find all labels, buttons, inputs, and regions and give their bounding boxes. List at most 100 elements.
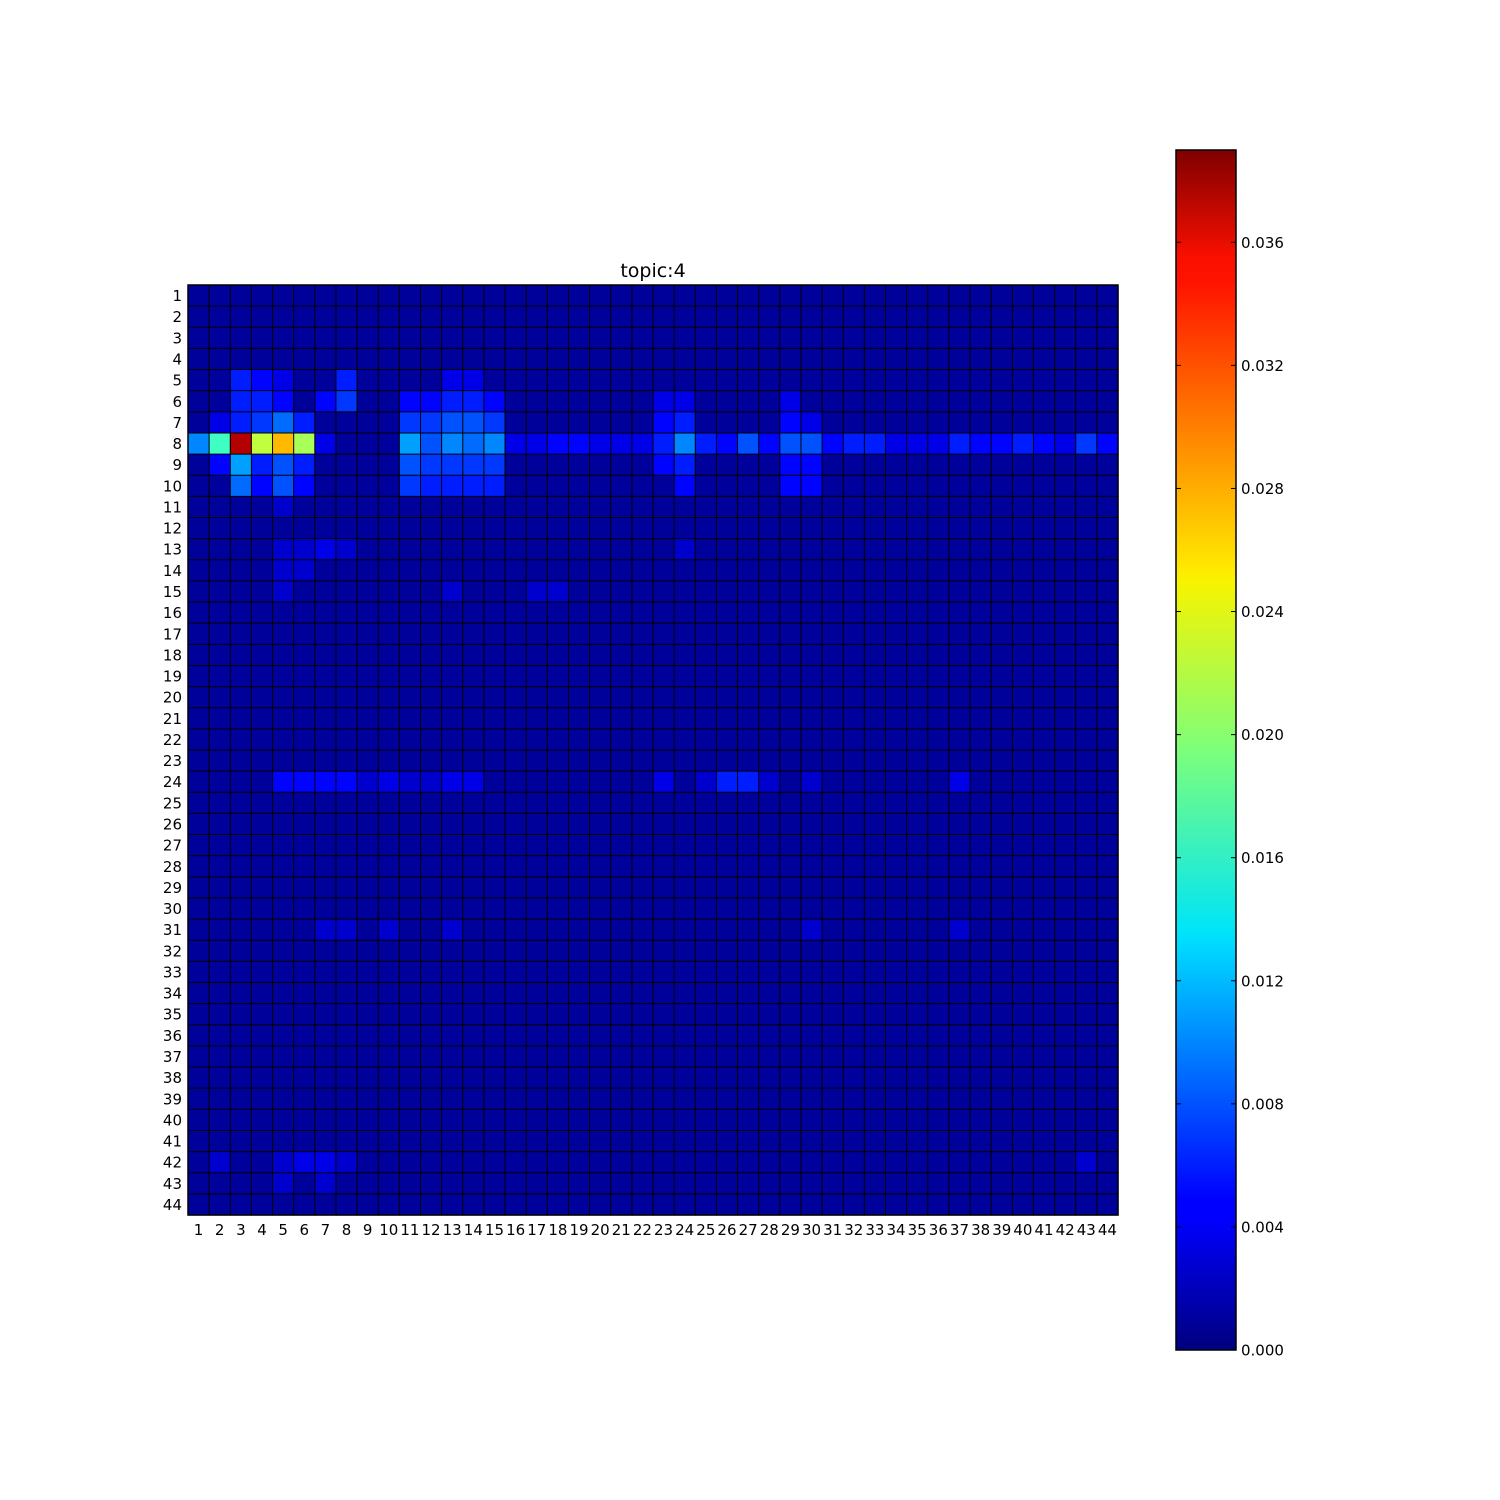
heatmap-cell (674, 897, 696, 920)
heatmap-cell (568, 1067, 591, 1089)
heatmap-cell (970, 771, 992, 793)
heatmap-cell (399, 432, 422, 455)
heatmap-cell (357, 559, 379, 582)
heatmap-cell (610, 623, 633, 645)
heatmap-cell (885, 919, 908, 941)
heatmap-cell (188, 707, 210, 730)
heatmap-cell (991, 369, 1013, 392)
heatmap-cell (483, 897, 506, 920)
heatmap-cell (1012, 644, 1035, 667)
heatmap-cell (864, 961, 887, 984)
heatmap-cell (589, 940, 612, 962)
heatmap-cell (843, 1151, 865, 1174)
heatmap-cell (378, 707, 400, 730)
heatmap-cell (293, 306, 316, 328)
heatmap-cell (335, 665, 358, 688)
heatmap-cell (483, 813, 506, 836)
heatmap-cell (1033, 602, 1056, 624)
heatmap-cell (526, 475, 548, 497)
heatmap-cell (209, 285, 231, 307)
heatmap-cell (230, 1109, 253, 1132)
heatmap-cell (483, 771, 506, 793)
heatmap-cell (547, 411, 570, 434)
heatmap-cell (230, 602, 253, 624)
heatmap-cell (864, 1130, 887, 1153)
heatmap-cell (843, 1088, 865, 1110)
heatmap-cell (188, 496, 210, 519)
heatmap-cell (272, 517, 295, 540)
heatmap-cell (483, 961, 506, 984)
heatmap-cell (653, 327, 675, 350)
heatmap-cell (1054, 348, 1077, 371)
heatmap-cell (357, 327, 379, 350)
heatmap-cell (188, 327, 210, 350)
heatmap-cell (589, 623, 612, 645)
heatmap-cell (335, 623, 358, 645)
heatmap-cell (547, 1045, 570, 1068)
heatmap-cell (1054, 580, 1077, 603)
heatmap-cell (420, 1067, 443, 1089)
heatmap-cell (864, 728, 887, 751)
heatmap-cell (505, 855, 527, 878)
heatmap-cell (188, 940, 210, 962)
heatmap-cell (631, 961, 654, 984)
heatmap-cell (505, 1003, 527, 1026)
heatmap-cell (314, 1088, 337, 1110)
heatmap-cell (758, 1088, 781, 1110)
heatmap-cell (864, 665, 887, 688)
heatmap-cell (610, 855, 633, 878)
heatmap-cell (483, 285, 506, 307)
heatmap-cell (314, 1109, 337, 1132)
heatmap-cell (674, 411, 696, 434)
heatmap-cell (1096, 665, 1119, 688)
heatmap-cell (800, 517, 823, 540)
heatmap-cell (653, 1151, 675, 1174)
heatmap-cell (906, 580, 929, 603)
heatmap-cell (251, 1151, 274, 1174)
heatmap-cell (357, 686, 379, 709)
heatmap-cell (758, 411, 781, 434)
heatmap-cell (272, 1088, 295, 1110)
heatmap-cell (927, 771, 950, 793)
heatmap-cell (589, 1067, 612, 1089)
heatmap-cell (378, 1193, 400, 1216)
heatmap-cell (885, 813, 908, 836)
heatmap-cell (568, 1045, 591, 1068)
heatmap-cell (314, 1003, 337, 1026)
heatmap-cell (251, 580, 274, 603)
colorbar-tick-label: 0.020 (1241, 726, 1284, 744)
heatmap-cell (547, 1130, 570, 1153)
heatmap-cell (335, 940, 358, 962)
heatmap-cell (1054, 602, 1077, 624)
heatmap-cell (230, 665, 253, 688)
heatmap-cell (737, 496, 760, 519)
heatmap-cell (589, 327, 612, 350)
heatmap-cell (737, 475, 760, 497)
heatmap-cell (314, 1151, 337, 1174)
heatmap-cell (737, 411, 760, 434)
heatmap-cell (293, 411, 316, 434)
heatmap-cell (737, 602, 760, 624)
heatmap-cell (610, 1088, 633, 1110)
heatmap-cell (399, 1193, 422, 1216)
heatmap-cell (864, 1088, 887, 1110)
heatmap-cell (462, 306, 485, 328)
heatmap-cell (1033, 1151, 1056, 1174)
heatmap-cell (1033, 855, 1056, 878)
heatmap-cell (272, 1024, 295, 1047)
heatmap-cell (1096, 813, 1119, 836)
heatmap-cell (272, 855, 295, 878)
heatmap-cell (1033, 1045, 1056, 1068)
heatmap-cell (441, 475, 464, 497)
x-tick-label: 37 (950, 1221, 969, 1239)
heatmap-cell (991, 834, 1013, 857)
heatmap-cell (991, 961, 1013, 984)
heatmap-cell (1096, 982, 1119, 1005)
heatmap-cell (483, 327, 506, 350)
heatmap-cell (188, 1088, 210, 1110)
heatmap-cell (674, 602, 696, 624)
heatmap-cell (1054, 432, 1077, 455)
heatmap-cell (420, 707, 443, 730)
heatmap-cell (991, 686, 1013, 709)
heatmap-cell (737, 1024, 760, 1047)
